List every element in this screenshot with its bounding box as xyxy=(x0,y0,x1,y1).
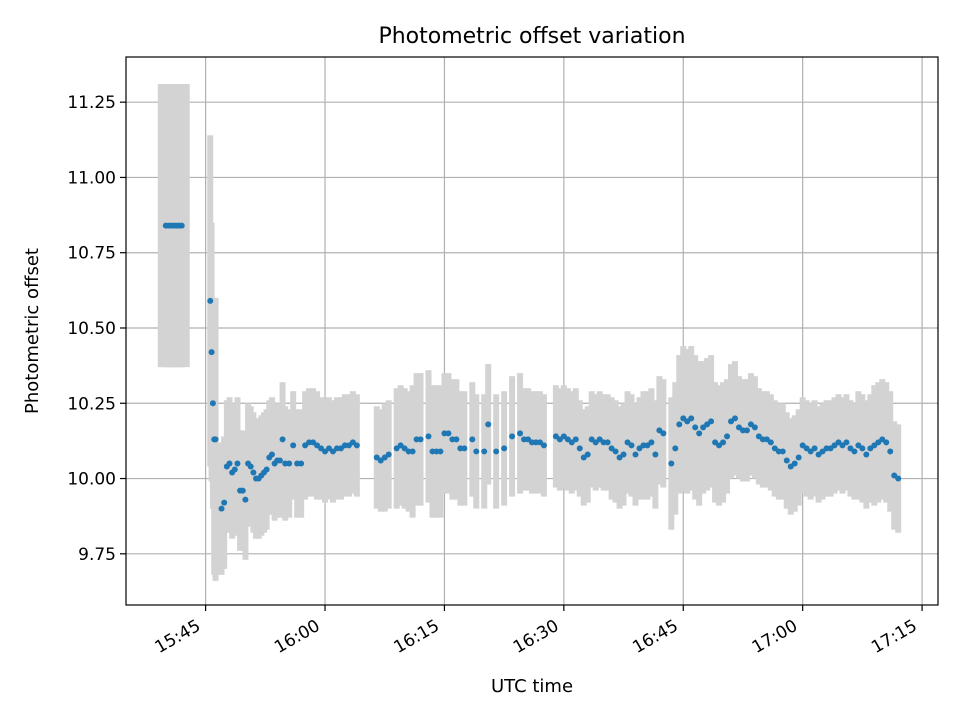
y-tick-label: 10.75 xyxy=(67,244,116,264)
data-point xyxy=(207,297,214,304)
grid xyxy=(126,57,938,605)
data-point xyxy=(481,448,488,455)
y-tick-label: 11.25 xyxy=(67,93,116,113)
data-point xyxy=(676,421,683,428)
x-axis-label: UTC time xyxy=(491,676,573,697)
data-point xyxy=(751,424,758,431)
data-point xyxy=(469,436,476,443)
y-tick-label: 10.00 xyxy=(67,470,116,490)
data-point xyxy=(425,433,432,440)
data-point xyxy=(445,430,452,437)
y-tick-label: 10.25 xyxy=(67,394,116,414)
data-point xyxy=(234,460,241,467)
y-tick-label: 10.50 xyxy=(67,319,116,339)
data-point xyxy=(517,430,524,437)
data-point xyxy=(791,460,798,467)
data-point xyxy=(628,442,635,449)
data-point xyxy=(231,466,238,473)
data-point xyxy=(576,445,583,452)
data-point xyxy=(298,460,305,467)
data-point xyxy=(212,436,219,443)
data-point xyxy=(417,436,424,443)
data-point xyxy=(604,439,611,446)
data-point xyxy=(239,487,246,494)
data-point xyxy=(779,448,786,455)
data-point xyxy=(290,442,297,449)
data-point xyxy=(648,439,655,446)
data-point xyxy=(385,451,392,458)
data-point xyxy=(493,448,500,455)
data-point xyxy=(767,439,774,446)
data-point xyxy=(668,460,675,467)
data-point xyxy=(783,457,790,464)
data-point xyxy=(540,442,547,449)
y-axis-label: Photometric offset xyxy=(22,248,43,414)
data-point xyxy=(612,448,619,455)
y-tick-label: 11.00 xyxy=(67,168,116,188)
data-point xyxy=(887,448,894,455)
data-point xyxy=(652,451,659,458)
data-point xyxy=(620,451,627,458)
data-point xyxy=(221,499,228,506)
data-point xyxy=(178,222,185,229)
data-point xyxy=(811,445,818,452)
data-point xyxy=(859,445,866,452)
data-point xyxy=(276,457,283,464)
data-point xyxy=(286,460,293,467)
data-point xyxy=(708,418,715,425)
data-point xyxy=(688,415,695,422)
data-point xyxy=(743,427,750,434)
data-point xyxy=(242,496,249,503)
data-point xyxy=(895,475,902,482)
data-point xyxy=(696,430,703,437)
data-point xyxy=(250,469,257,476)
data-point xyxy=(660,430,667,437)
data-point xyxy=(437,448,444,455)
data-point xyxy=(883,439,890,446)
data-point xyxy=(724,433,731,440)
data-point xyxy=(732,415,738,422)
data-point xyxy=(572,436,579,443)
plot-frame xyxy=(125,56,939,606)
data-point xyxy=(247,463,254,470)
data-point xyxy=(843,439,850,446)
data-points xyxy=(162,222,902,512)
data-point xyxy=(226,460,233,467)
data-point xyxy=(584,451,591,458)
data-point xyxy=(632,451,639,458)
data-point xyxy=(851,448,858,455)
chart-title: Photometric offset variation xyxy=(378,24,685,49)
data-point xyxy=(863,451,870,458)
data-point xyxy=(485,421,492,428)
data-point xyxy=(672,445,679,452)
data-point xyxy=(209,400,216,407)
data-point xyxy=(263,466,270,473)
data-point xyxy=(279,436,286,443)
data-point xyxy=(409,448,416,455)
data-point xyxy=(795,454,802,461)
data-point xyxy=(268,451,275,458)
data-point xyxy=(218,505,225,512)
data-point xyxy=(720,439,727,446)
data-point xyxy=(692,424,699,431)
data-point xyxy=(208,349,215,356)
data-point xyxy=(509,433,516,440)
y-axis-ticks: 9.75 10.00 10.25 10.50 10.75 11.00 11.25 xyxy=(67,93,126,565)
data-point xyxy=(353,442,360,449)
data-point xyxy=(453,436,460,443)
data-point xyxy=(501,445,508,452)
data-point xyxy=(473,448,480,455)
data-point xyxy=(461,445,468,452)
y-tick-label: 9.75 xyxy=(78,545,116,565)
